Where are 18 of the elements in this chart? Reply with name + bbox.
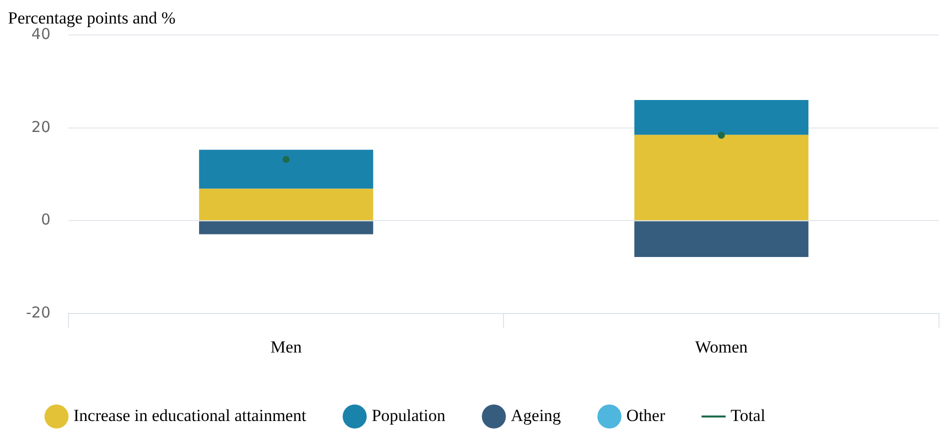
bar: [634, 221, 808, 257]
x-tick-label: Men: [270, 337, 302, 356]
legend-label: Ageing: [510, 406, 562, 425]
x-tick-label: Women: [695, 337, 748, 356]
legend-label: Increase in educational attainment: [74, 406, 306, 425]
legend-label: Total: [730, 406, 766, 425]
y-tick-label: 0: [40, 210, 50, 229]
legend-label: Population: [372, 406, 446, 425]
bar: [634, 100, 808, 135]
chart-title: Percentage points and %: [8, 8, 176, 28]
bar: [199, 150, 374, 189]
bar: [634, 134, 808, 220]
legend-label: Other: [626, 406, 666, 425]
bar: [199, 188, 374, 220]
y-tick-label: 20: [31, 118, 50, 136]
y-tick-label: -20: [26, 303, 50, 322]
y-tick-label: 40: [31, 24, 50, 43]
bar: [199, 221, 374, 234]
